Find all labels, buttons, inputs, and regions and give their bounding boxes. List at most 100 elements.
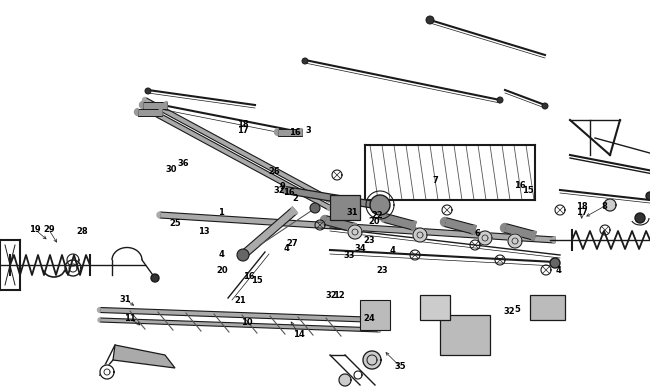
Text: 4: 4	[218, 250, 224, 259]
Text: 13: 13	[198, 227, 209, 236]
Polygon shape	[444, 218, 476, 234]
Text: 6: 6	[474, 229, 481, 238]
Text: 30: 30	[165, 165, 177, 174]
Text: 21: 21	[235, 296, 246, 305]
Text: 32: 32	[325, 291, 337, 300]
Text: 18: 18	[237, 120, 249, 129]
Text: 31: 31	[120, 295, 131, 304]
Polygon shape	[411, 221, 416, 230]
Polygon shape	[100, 318, 380, 332]
Text: 18: 18	[576, 202, 588, 211]
Polygon shape	[138, 109, 162, 116]
Text: 8: 8	[602, 202, 607, 211]
Polygon shape	[363, 351, 381, 369]
Polygon shape	[378, 328, 380, 332]
Polygon shape	[143, 102, 167, 109]
Polygon shape	[360, 300, 390, 330]
Polygon shape	[384, 214, 416, 230]
Polygon shape	[441, 217, 446, 226]
Polygon shape	[339, 374, 351, 386]
Text: 23: 23	[376, 266, 388, 275]
Polygon shape	[278, 128, 302, 135]
Text: 16: 16	[514, 180, 526, 190]
Polygon shape	[239, 252, 246, 259]
Polygon shape	[98, 307, 100, 312]
Polygon shape	[471, 226, 476, 234]
Polygon shape	[328, 205, 332, 210]
Polygon shape	[348, 225, 362, 239]
Polygon shape	[281, 186, 285, 193]
Text: 15: 15	[252, 275, 263, 285]
Polygon shape	[324, 216, 356, 232]
Polygon shape	[320, 216, 326, 224]
Polygon shape	[420, 295, 450, 320]
Polygon shape	[530, 231, 536, 240]
Polygon shape	[98, 318, 100, 322]
Polygon shape	[298, 128, 302, 135]
Text: 23: 23	[363, 236, 375, 245]
Text: 15: 15	[522, 186, 534, 195]
Text: 1: 1	[218, 207, 224, 217]
Circle shape	[237, 249, 249, 261]
Polygon shape	[508, 234, 522, 248]
Circle shape	[635, 213, 645, 223]
Circle shape	[370, 195, 390, 215]
Polygon shape	[380, 214, 386, 223]
Text: 33: 33	[343, 251, 355, 261]
Polygon shape	[160, 212, 555, 243]
Polygon shape	[100, 307, 380, 322]
Polygon shape	[440, 315, 490, 355]
Polygon shape	[159, 109, 162, 116]
Text: 9: 9	[280, 182, 285, 191]
Text: 12: 12	[333, 291, 345, 300]
Polygon shape	[100, 365, 114, 379]
Circle shape	[426, 16, 434, 24]
Polygon shape	[478, 231, 492, 245]
Text: 17: 17	[576, 207, 588, 217]
Polygon shape	[552, 237, 555, 243]
Polygon shape	[144, 106, 332, 210]
Text: 34: 34	[354, 244, 366, 253]
Text: 14: 14	[293, 330, 305, 339]
Text: 19: 19	[29, 225, 41, 234]
Text: 10: 10	[241, 318, 253, 328]
Text: 2: 2	[292, 194, 299, 203]
Text: 27: 27	[287, 238, 298, 248]
Text: 3: 3	[306, 126, 311, 135]
Circle shape	[646, 192, 650, 200]
Text: 17: 17	[237, 126, 249, 135]
Polygon shape	[113, 345, 175, 368]
Circle shape	[310, 203, 320, 213]
Polygon shape	[378, 317, 380, 322]
Text: 11: 11	[124, 314, 136, 324]
Text: 32: 32	[503, 307, 515, 316]
Text: 22: 22	[371, 211, 383, 221]
Polygon shape	[413, 228, 427, 242]
Polygon shape	[285, 187, 376, 209]
Polygon shape	[604, 199, 616, 211]
Polygon shape	[330, 195, 360, 220]
Polygon shape	[274, 128, 278, 135]
Polygon shape	[144, 98, 332, 202]
Polygon shape	[328, 198, 332, 202]
Text: 4: 4	[283, 244, 289, 254]
Polygon shape	[504, 224, 536, 240]
Polygon shape	[350, 224, 356, 232]
Polygon shape	[157, 212, 160, 218]
Polygon shape	[142, 105, 146, 110]
Text: 29: 29	[43, 225, 55, 234]
Text: 25: 25	[170, 219, 181, 228]
Circle shape	[497, 97, 503, 103]
Text: 28: 28	[77, 227, 88, 236]
Circle shape	[302, 58, 308, 64]
Text: 32: 32	[274, 186, 285, 195]
Polygon shape	[164, 102, 167, 109]
Polygon shape	[142, 98, 146, 102]
Text: 20: 20	[369, 217, 380, 226]
Polygon shape	[500, 224, 506, 232]
Text: 36: 36	[177, 159, 189, 168]
Text: 4: 4	[556, 266, 562, 275]
Text: 24: 24	[363, 314, 375, 324]
Text: 4: 4	[389, 246, 396, 256]
Polygon shape	[372, 202, 376, 209]
